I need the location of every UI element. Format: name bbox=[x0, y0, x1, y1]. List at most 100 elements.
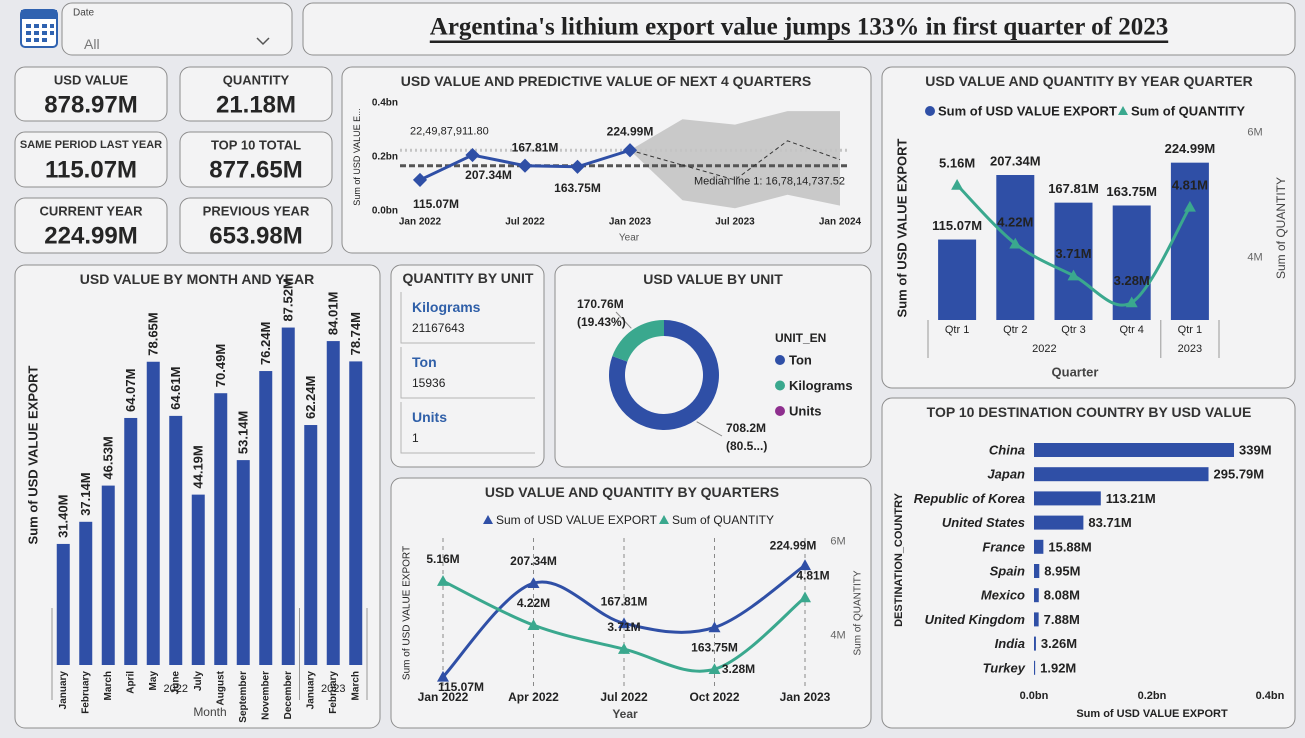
data-label: 1.92M bbox=[1040, 660, 1076, 675]
data-label: 115.07M bbox=[438, 680, 484, 694]
x-tick-label: Jan 2024 bbox=[819, 217, 862, 228]
y-tick-label: 0.0bn bbox=[372, 206, 398, 217]
x-tick-label: Qtr 3 bbox=[1061, 324, 1085, 336]
point-marker bbox=[618, 643, 630, 654]
unit-label: Kilograms bbox=[412, 299, 481, 315]
legend-label: Kilograms bbox=[789, 378, 853, 393]
data-label: 207.34M bbox=[990, 154, 1041, 169]
group-label: 2023 bbox=[321, 683, 345, 695]
bar bbox=[326, 341, 340, 665]
bar bbox=[1034, 660, 1036, 675]
data-label: 46.53M bbox=[101, 436, 116, 479]
y2-tick-label: 6M bbox=[830, 536, 845, 548]
data-label: 115.07M bbox=[413, 197, 459, 211]
data-label: 5.16M bbox=[939, 156, 975, 171]
data-label: (80.5...) bbox=[726, 439, 767, 453]
data-label: 70.49M bbox=[213, 344, 228, 387]
data-label: 163.75M bbox=[1106, 184, 1157, 199]
legend-label: Units bbox=[789, 404, 822, 419]
x-tick-label: June bbox=[170, 671, 181, 695]
point-marker bbox=[618, 617, 630, 629]
bar bbox=[1034, 539, 1044, 554]
row-border bbox=[400, 402, 535, 454]
kpi-card bbox=[14, 131, 168, 188]
point-marker bbox=[1125, 296, 1138, 308]
slicer-dropdown[interactable] bbox=[256, 37, 270, 46]
legend-label: Sum of QUANTITY bbox=[672, 513, 774, 527]
slicer-card[interactable] bbox=[61, 2, 293, 56]
bar bbox=[1034, 564, 1040, 578]
chart-title: USD VALUE AND QUANTITY BY QUARTERS bbox=[485, 484, 779, 500]
x-tick-label: February bbox=[80, 671, 91, 714]
data-label: 3.28M bbox=[1114, 273, 1150, 288]
y2-tick-label: 6M bbox=[1247, 127, 1262, 139]
x-tick-label: Jan 2022 bbox=[399, 217, 442, 228]
data-label: 3.71M bbox=[607, 620, 640, 634]
data-label: 4.22M bbox=[997, 214, 1033, 229]
bar bbox=[124, 417, 138, 665]
kpi-label: PREVIOUS YEAR bbox=[203, 204, 310, 219]
x-tick-label: May bbox=[148, 671, 159, 691]
calendar-header bbox=[21, 10, 57, 19]
y-axis-title: Sum of USD VALUE EXPORT bbox=[26, 366, 41, 545]
bar bbox=[1170, 162, 1209, 320]
group-label: 2023 bbox=[1178, 343, 1202, 355]
data-label: 207.34M bbox=[465, 168, 512, 182]
point-marker bbox=[708, 621, 721, 633]
x-tick-label: March bbox=[103, 671, 114, 700]
kpi-card bbox=[179, 66, 333, 122]
x-tick-label: Jan 2023 bbox=[780, 690, 831, 704]
legend-marker bbox=[775, 380, 785, 391]
reference-label: Median line 1: 16,78,14,737.52 bbox=[694, 176, 845, 188]
y-axis-title: Sum of USD VALUE E... bbox=[352, 108, 362, 205]
legend-label: Sum of USD VALUE EXPORT bbox=[938, 104, 1117, 119]
bar bbox=[1034, 588, 1039, 603]
row-border bbox=[400, 347, 535, 399]
title-card bbox=[302, 2, 1296, 56]
point-marker bbox=[437, 670, 449, 682]
data-label: 339M bbox=[1239, 443, 1272, 458]
x-tick-label: Qtr 1 bbox=[1178, 324, 1202, 336]
y-tick-label: India bbox=[995, 636, 1025, 651]
y2-tick-label: 4M bbox=[830, 629, 845, 641]
data-label: 64.07M bbox=[123, 369, 138, 412]
y2-axis-title: Sum of QUANTITY bbox=[853, 570, 864, 655]
data-label: 87.52M bbox=[281, 278, 296, 321]
point-marker bbox=[517, 158, 533, 173]
kpi-card bbox=[14, 66, 168, 122]
y-tick-label: Spain bbox=[990, 564, 1025, 579]
data-label: 207.34M bbox=[510, 554, 557, 568]
kpi-label: QUANTITY bbox=[223, 73, 290, 88]
bar bbox=[1034, 636, 1036, 651]
bar bbox=[236, 460, 250, 665]
x-tick-label: Qtr 4 bbox=[1119, 324, 1143, 336]
group-label: 2022 bbox=[1032, 343, 1056, 355]
bar bbox=[56, 543, 70, 665]
slicer-value: All bbox=[84, 36, 100, 52]
chart-card bbox=[390, 477, 872, 729]
legend-marker bbox=[659, 515, 669, 524]
y-tick-label: United Kingdom bbox=[925, 612, 1026, 627]
data-label: 83.71M bbox=[1088, 515, 1131, 530]
forecast-connector bbox=[629, 149, 683, 166]
legend-marker bbox=[925, 106, 935, 116]
legend-label: Sum of USD VALUE EXPORT bbox=[496, 513, 658, 527]
legend-marker bbox=[775, 355, 785, 365]
x-tick-label: December bbox=[283, 671, 294, 719]
x-tick-label: 0.0bn bbox=[1020, 690, 1049, 702]
data-label: 15.88M bbox=[1048, 539, 1091, 554]
legend-label: Sum of QUANTITY bbox=[1131, 104, 1245, 119]
data-label: 84.01M bbox=[326, 292, 341, 335]
point-marker bbox=[799, 559, 811, 571]
kpi-label: SAME PERIOD LAST YEAR bbox=[20, 139, 162, 151]
forecast-band-connector bbox=[630, 119, 683, 201]
x-tick-label: April bbox=[125, 671, 136, 694]
x-axis-title: Year bbox=[619, 233, 640, 244]
data-label: 224.99M bbox=[607, 124, 654, 138]
data-label: 53.14M bbox=[236, 411, 251, 454]
unit-quantity: 21167643 bbox=[412, 321, 465, 335]
data-label: 44.19M bbox=[191, 445, 206, 488]
data-label: 295.79M bbox=[1214, 467, 1265, 482]
legend-label: Ton bbox=[789, 353, 812, 368]
data-label: 37.14M bbox=[78, 472, 93, 515]
